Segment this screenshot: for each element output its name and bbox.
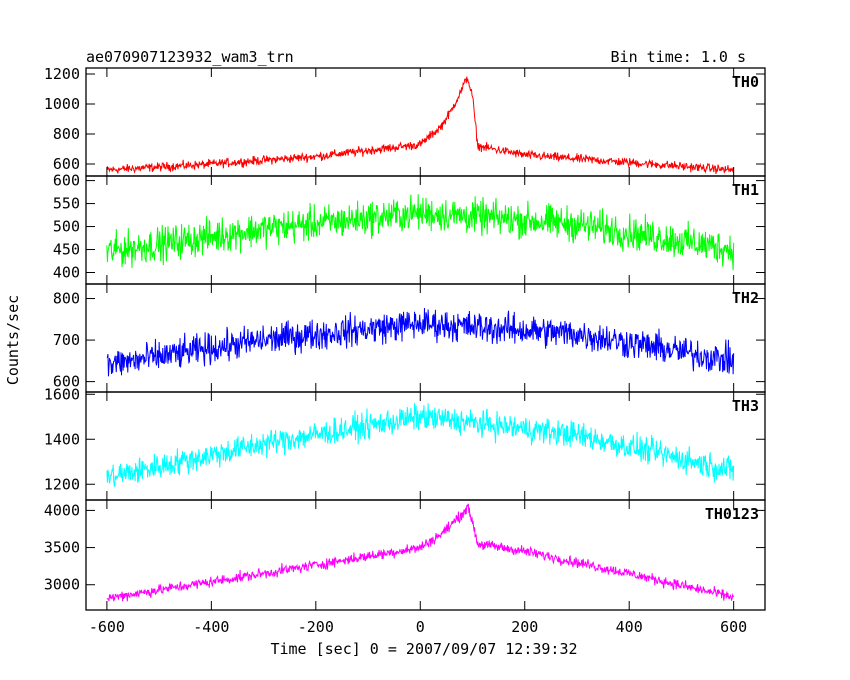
series-line-th1	[106, 194, 735, 271]
x-tick-label: 200	[511, 618, 538, 636]
panel-label: TH0123	[705, 505, 759, 523]
y-tick-label: 450	[53, 241, 80, 259]
bin-time-label: Bin time: 1.0 s	[611, 48, 746, 66]
y-tick-label: 3000	[44, 576, 80, 594]
y-tick-label: 3500	[44, 539, 80, 557]
panel-th0: 600 800 1000 1200 TH0	[44, 65, 766, 177]
y-tick-label: 550	[53, 195, 80, 213]
y-tick-label: 600	[53, 373, 80, 391]
panel-frame	[85, 391, 766, 501]
y-tick-label: 600	[53, 155, 80, 173]
y-tick-label: 600	[53, 172, 80, 190]
y-tick-label: 800	[53, 125, 80, 143]
panel-frame	[85, 499, 766, 611]
x-tick-label: -200	[298, 618, 334, 636]
series-line-th0123	[106, 503, 735, 602]
y-tick-label: 1400	[44, 430, 80, 448]
y-tick-label: 800	[53, 290, 80, 308]
y-tick-label: 1600	[44, 385, 80, 403]
y-tick-label: 500	[53, 218, 80, 236]
x-tick-label: 600	[720, 618, 747, 636]
chart-title: ae070907123932_wam3_trn	[86, 48, 294, 66]
panel-label: TH3	[732, 397, 759, 415]
x-tick-label: -400	[193, 618, 229, 636]
panel-label: TH0	[732, 73, 759, 91]
panel-frame	[85, 175, 766, 285]
x-axis-label: Time [sec] 0 = 2007/09/07 12:39:32	[270, 640, 577, 658]
y-tick-label: 1000	[44, 95, 80, 113]
series-line-th0	[106, 76, 735, 174]
x-tick-label: 400	[616, 618, 643, 636]
panel-th3: 1200 1400 1600 TH3	[44, 385, 766, 501]
y-tick-label: 4000	[44, 501, 80, 519]
panel-th1: 400 450 500 550 600 TH1	[53, 172, 766, 285]
series-line-th3	[106, 403, 735, 488]
panel-frame	[85, 283, 766, 393]
x-tick-label: -600	[89, 618, 125, 636]
panels-group: 600 800 1000 1200 TH0 400 450 500 550 600 TH1 600 70…	[44, 65, 766, 636]
panel-label: TH2	[732, 289, 759, 307]
panel-label: TH1	[732, 181, 759, 199]
y-tick-label: 1200	[44, 475, 80, 493]
y-tick-label: 1200	[44, 65, 80, 83]
x-tick-label: 0	[416, 618, 425, 636]
panel-th2: 600 700 800 TH2	[53, 283, 766, 393]
y-tick-label: 700	[53, 331, 80, 349]
panel-th0123: 3000 3500 4000 TH0123	[44, 499, 766, 611]
y-tick-label: 400	[53, 264, 80, 282]
panel-frame	[85, 67, 766, 177]
series-line-th2	[106, 308, 735, 377]
y-axis-label: Counts/sec	[4, 295, 22, 385]
